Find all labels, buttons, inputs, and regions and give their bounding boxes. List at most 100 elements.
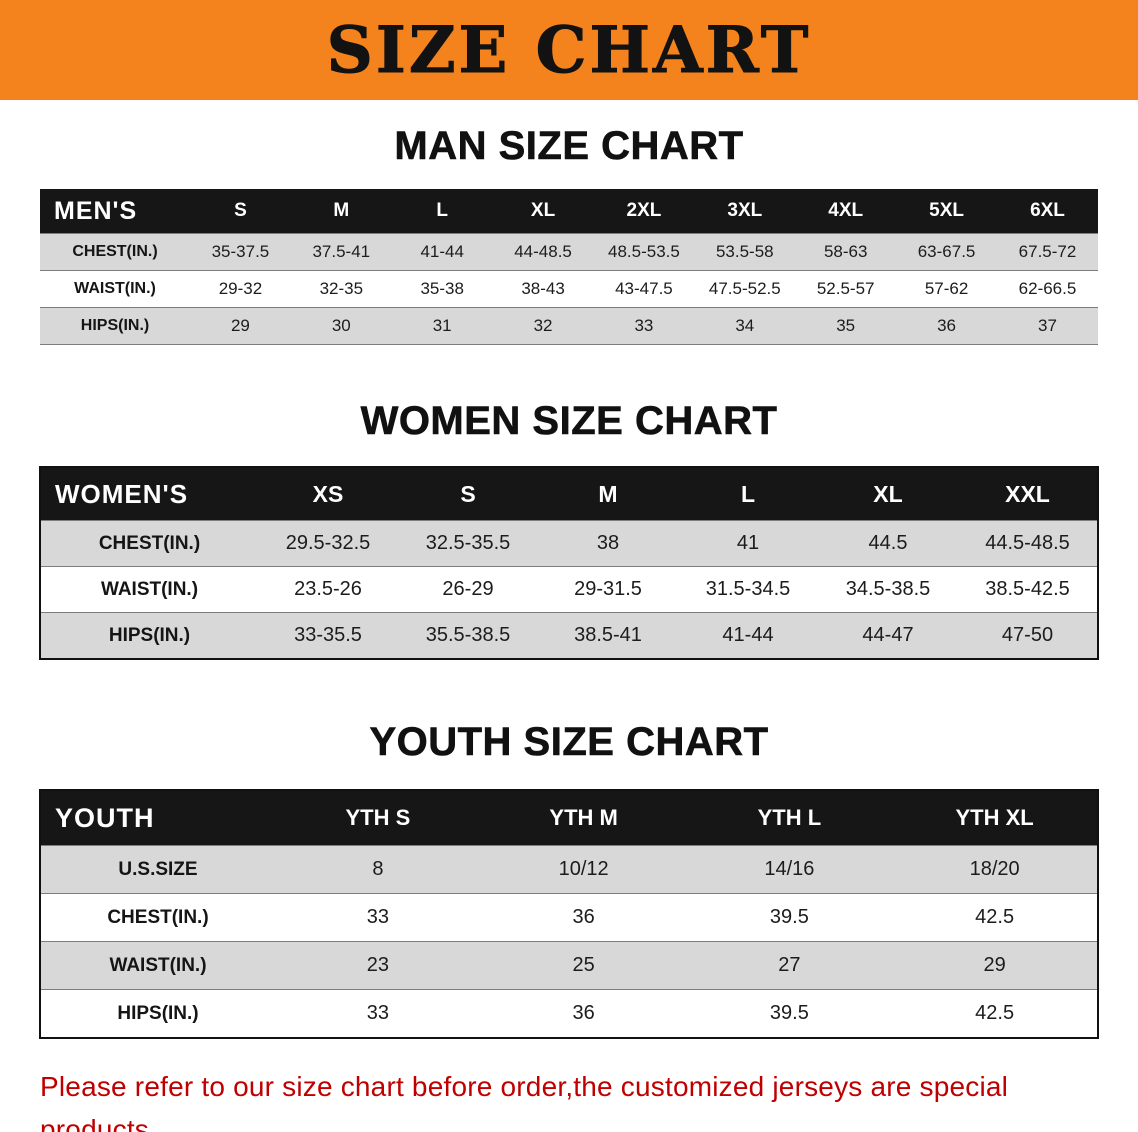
size-column-header: XL: [818, 467, 958, 521]
size-value: 29: [983, 954, 1006, 976]
row-label: U.S.SIZE: [118, 858, 198, 880]
size-value: 36: [572, 1002, 595, 1024]
size-value: 29: [230, 316, 250, 335]
table-row: WAIST(IN.) 29-32 32-35 35-38 38-43 43-47.5 47.…: [40, 270, 1098, 308]
size-column-header: L: [391, 189, 493, 234]
size-value: 42.5: [975, 1002, 1015, 1024]
row-label: HIPS(IN.): [117, 1002, 199, 1024]
row-label: CHEST(IN.): [72, 243, 158, 260]
table-corner-label: WOMEN'S: [40, 467, 258, 521]
size-value: 33: [634, 316, 654, 335]
table-row: HIPS(IN.) 33-35.5 35.5-38.5 38.5-41 41-44 44-…: [40, 612, 1098, 659]
size-value: 35-38: [420, 279, 464, 298]
size-column-header: 5XL: [896, 189, 997, 234]
size-column-header: YTH L: [686, 790, 893, 846]
men-size-table: MEN'S S M L XL 2XL 3XL 4XL 5XL 6XL CHEST(IN.) 35-37…: [40, 189, 1098, 345]
size-value: 18/20: [969, 858, 1020, 880]
size-column-header: S: [190, 189, 291, 234]
size-value: 37.5-41: [312, 242, 371, 261]
size-column-header: L: [678, 467, 818, 521]
size-value: 23.5-26: [294, 578, 362, 600]
size-value: 32: [533, 316, 553, 335]
size-value: 34: [735, 316, 755, 335]
size-value: 14/16: [764, 858, 815, 880]
size-value: 38-43: [521, 279, 565, 298]
table-row: HIPS(IN.) 33 36 39.5 42.5: [40, 989, 1098, 1038]
size-column-header: YTH XL: [892, 790, 1098, 846]
size-value: 33: [366, 1002, 389, 1024]
size-value: 44-48.5: [514, 242, 572, 261]
size-value: 42.5: [975, 906, 1015, 928]
size-value: 32.5-35.5: [425, 532, 511, 554]
size-value: 39.5: [769, 906, 809, 928]
size-column-header: 4XL: [795, 189, 897, 234]
youth-size-table: YOUTH YTH S YTH M YTH L YTH XL U.S.SIZE 8 10/12…: [39, 789, 1099, 1039]
table-row: CHEST(IN.) 35-37.5 37.5-41 41-44 44-48.5 48.5…: [40, 233, 1098, 271]
page-title: SIZE CHART: [326, 12, 812, 88]
size-value: 26-29: [442, 578, 494, 600]
row-label: HIPS(IN.): [80, 317, 150, 334]
table-corner-label: YOUTH: [40, 790, 275, 846]
size-column-header: S: [398, 467, 538, 521]
size-value: 38.5-42.5: [985, 578, 1070, 600]
size-value: 8: [372, 858, 384, 880]
size-value: 32-35: [319, 279, 364, 298]
size-column-header: YTH S: [275, 790, 481, 846]
size-value: 35.5-38.5: [425, 624, 511, 646]
size-value: 39.5: [769, 1002, 809, 1024]
size-value: 63-67.5: [917, 242, 976, 261]
size-value: 53.5-58: [715, 242, 774, 261]
size-column-header: M: [290, 189, 392, 234]
table-row: CHEST(IN.) 29.5-32.5 32.5-35.5 38 41 44.5 44.5…: [40, 520, 1098, 567]
size-value: 36: [937, 316, 957, 335]
size-value: 44.5: [868, 532, 908, 554]
size-value: 25: [572, 954, 595, 976]
size-value: 38.5-41: [574, 624, 642, 646]
women-size-table: WOMEN'S XS S M L XL XXL CHEST(IN.) 29.5-32.5 32.5…: [39, 466, 1099, 660]
size-value: 10/12: [558, 858, 609, 880]
size-value: 37: [1038, 316, 1057, 335]
size-value: 38: [596, 532, 620, 554]
row-label: CHEST(IN.): [107, 906, 209, 928]
size-value: 47.5-52.5: [708, 279, 781, 298]
size-value: 29-32: [218, 279, 263, 298]
size-column-header: 6XL: [997, 189, 1098, 234]
size-column-header: YTH M: [480, 790, 687, 846]
size-value: 44-47: [862, 624, 914, 646]
row-label: HIPS(IN.): [108, 624, 191, 646]
size-value: 47-50: [1001, 624, 1054, 646]
table-row: CHEST(IN.) 33 36 39.5 42.5: [40, 893, 1098, 942]
size-value: 27: [778, 954, 801, 976]
table-row: U.S.SIZE 8 10/12 14/16 18/20: [40, 845, 1098, 894]
size-value: 67.5-72: [1018, 242, 1077, 261]
size-value: 31: [432, 316, 452, 335]
row-label: WAIST(IN.): [74, 280, 156, 297]
size-column-header: M: [538, 467, 678, 521]
size-value: 23: [366, 954, 389, 976]
size-value: 44.5-48.5: [985, 532, 1070, 554]
table-header-row: WOMEN'S XS S M L XL XXL: [40, 467, 1098, 521]
size-value: 58-63: [823, 242, 868, 261]
size-column-header: XS: [258, 467, 398, 521]
table-row: WAIST(IN.) 23 25 27 29: [40, 941, 1098, 990]
size-value: 29.5-32.5: [285, 532, 371, 554]
size-value: 62-66.5: [1018, 279, 1077, 298]
size-value: 48.5-53.5: [608, 242, 680, 261]
size-column-header: 2XL: [593, 189, 695, 234]
table-corner-label: MEN'S: [40, 189, 190, 234]
table-row: WAIST(IN.) 23.5-26 26-29 29-31.5 31.5-34.5 34…: [40, 566, 1098, 613]
table-row: HIPS(IN.) 29 30 31 32 33 34 35 36 37: [40, 307, 1098, 345]
size-value: 43-47.5: [615, 279, 673, 298]
size-value: 34.5-38.5: [845, 578, 931, 600]
size-value: 35-37.5: [211, 242, 270, 261]
size-value: 41: [736, 532, 760, 554]
size-column-header: 3XL: [694, 189, 796, 234]
size-value: 41-44: [722, 624, 774, 646]
size-value: 57-62: [924, 279, 969, 298]
size-value: 29-31.5: [574, 578, 642, 600]
size-column-header: XL: [492, 189, 594, 234]
youth-section-title: YOUTH SIZE CHART: [369, 720, 769, 765]
table-header-row: YOUTH YTH S YTH M YTH L YTH XL: [40, 790, 1098, 846]
row-label: CHEST(IN.): [98, 532, 201, 554]
